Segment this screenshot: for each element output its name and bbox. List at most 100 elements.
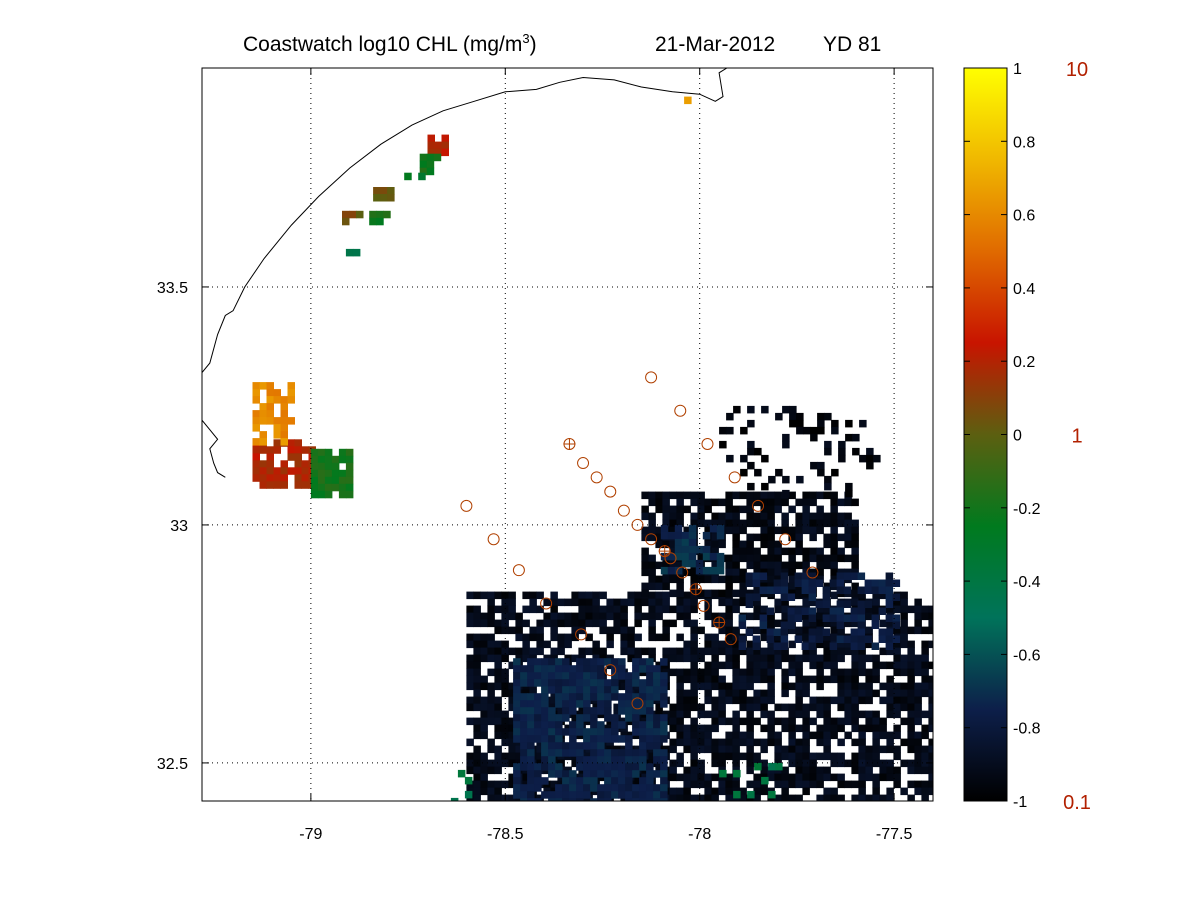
heatmap-cell	[252, 460, 260, 468]
heatmap-cell	[648, 605, 656, 614]
heatmap-cell	[767, 526, 775, 535]
heatmap-cell	[590, 735, 598, 743]
heatmap-cell	[893, 647, 901, 656]
heatmap-cell	[441, 148, 449, 157]
heatmap-cell	[872, 731, 880, 740]
heatmap-cell	[648, 582, 656, 591]
heatmap-cell	[872, 661, 880, 670]
heatmap-cell	[907, 717, 915, 726]
heatmap-cell	[830, 626, 838, 635]
heatmap-cell	[653, 742, 661, 750]
heatmap-cell	[871, 642, 880, 650]
heatmap-cell	[760, 724, 768, 733]
heatmap-cell	[466, 619, 474, 628]
heatmap-cell	[837, 759, 845, 768]
heatmap-cell	[739, 675, 747, 684]
heatmap-cell	[732, 540, 740, 549]
heatmap-cell	[655, 491, 663, 500]
heatmap-cell	[513, 693, 521, 701]
heatmap-cell	[716, 552, 725, 561]
heatmap-cell	[648, 619, 656, 628]
heatmap-cell	[342, 217, 350, 226]
heatmap-cell	[562, 714, 570, 722]
heatmap-cell	[683, 505, 691, 514]
heatmap-cell	[788, 661, 796, 670]
heatmap-cell	[590, 707, 598, 715]
heatmap-cell	[618, 658, 626, 666]
heatmap-cell	[914, 689, 922, 698]
heatmap-cell	[886, 773, 894, 782]
heatmap-cell	[767, 661, 775, 670]
heatmap-cell	[697, 626, 705, 635]
heatmap-cell	[885, 628, 894, 636]
heatmap-cell	[782, 489, 790, 498]
heatmap-cell	[310, 455, 319, 464]
heatmap-cell	[562, 693, 570, 701]
heatmap-cell	[816, 752, 824, 761]
heatmap-cell	[599, 626, 607, 635]
heatmap-cell	[718, 598, 726, 607]
heatmap-cell	[739, 598, 747, 607]
heatmap-cell	[534, 707, 542, 715]
heatmap-cell	[690, 491, 698, 500]
heatmap-cell	[520, 749, 528, 757]
heatmap-cell	[844, 759, 852, 768]
heatmap-cell	[747, 440, 755, 449]
heatmap-cell	[780, 579, 789, 587]
heatmap-cell	[892, 593, 901, 601]
heatmap-cell	[816, 605, 824, 614]
heatmap-cell	[844, 703, 852, 712]
heatmap-cell	[669, 619, 677, 628]
heatmap-cell	[618, 735, 626, 743]
heatmap-cell	[788, 568, 796, 577]
heatmap-cell	[767, 640, 775, 649]
heatmap-cell	[266, 382, 274, 390]
heatmap-cell	[753, 589, 761, 598]
heatmap-cell	[753, 780, 761, 789]
heatmap-cell	[604, 728, 612, 736]
heatmap-cell	[487, 605, 495, 614]
heatmap-cell	[704, 794, 712, 801]
heatmap-cell	[646, 728, 654, 736]
heatmap-cell	[494, 780, 502, 789]
x-tick-label: -78	[688, 826, 711, 843]
heatmap-cell	[858, 591, 866, 600]
heatmap-cell	[541, 728, 549, 736]
heatmap-cell	[625, 763, 633, 771]
heatmap-cell	[562, 798, 570, 801]
heatmap-cell	[310, 490, 319, 499]
heatmap-cell	[788, 682, 796, 691]
heatmap-cell	[648, 512, 656, 521]
heatmap-cell	[739, 703, 747, 712]
heatmap-cell	[914, 626, 922, 635]
heatmap-cell	[548, 721, 556, 729]
heatmap-cell	[632, 798, 640, 801]
heatmap-cell	[501, 640, 509, 649]
heatmap-cell	[858, 668, 866, 677]
heatmap-cell	[795, 589, 803, 598]
heatmap-cell	[527, 721, 535, 729]
heatmap-cell	[704, 589, 712, 598]
heatmap-cell	[564, 612, 572, 621]
heatmap-cell	[781, 703, 789, 712]
heatmap-cell	[494, 703, 502, 712]
heatmap-cell	[427, 148, 435, 157]
heatmap-cell	[858, 710, 866, 719]
heatmap-cell	[802, 568, 810, 577]
heatmap-cell	[252, 474, 260, 482]
heatmap-cell	[301, 460, 309, 468]
heatmap-cell	[740, 426, 748, 435]
heatmap-cell	[690, 626, 698, 635]
heatmap-cell	[857, 572, 866, 580]
heatmap-cell	[796, 475, 804, 484]
heatmap-cell	[767, 561, 775, 570]
heatmap-cell	[613, 598, 621, 607]
heatmap-cell	[548, 756, 556, 764]
heatmap-cell	[555, 686, 563, 694]
heatmap-cell	[555, 658, 563, 666]
heatmap-cell	[508, 689, 516, 698]
heatmap-cell	[851, 582, 859, 591]
heatmap-cell	[648, 575, 656, 584]
heatmap-cell	[557, 598, 565, 607]
